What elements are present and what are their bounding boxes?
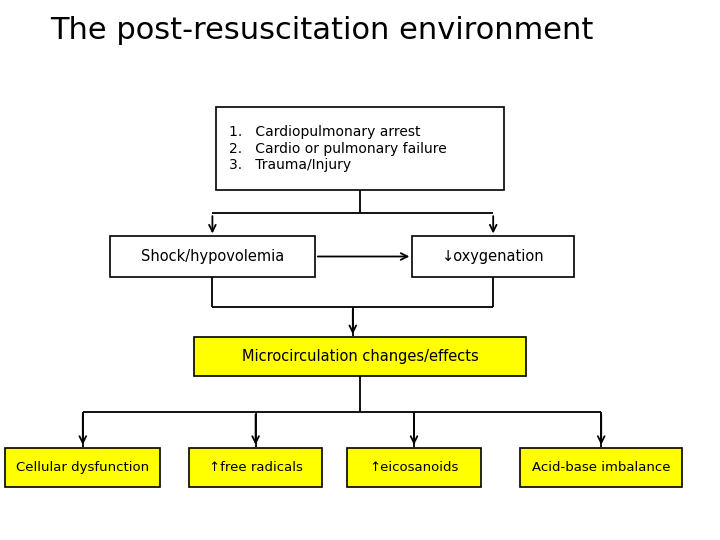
Text: Microcirculation changes/effects: Microcirculation changes/effects — [242, 349, 478, 364]
Text: 1.   Cardiopulmonary arrest
2.   Cardio or pulmonary failure
3.   Trauma/Injury: 1. Cardiopulmonary arrest 2. Cardio or p… — [229, 125, 446, 172]
Text: ↑eicosanoids: ↑eicosanoids — [369, 461, 459, 474]
FancyBboxPatch shape — [194, 337, 526, 376]
Text: Cellular dysfunction: Cellular dysfunction — [17, 461, 149, 474]
Text: ↑free radicals: ↑free radicals — [209, 461, 302, 474]
FancyBboxPatch shape — [347, 448, 481, 487]
Text: Acid-base imbalance: Acid-base imbalance — [532, 461, 670, 474]
Text: Shock/hypovolemia: Shock/hypovolemia — [141, 249, 284, 264]
FancyBboxPatch shape — [109, 237, 315, 276]
FancyBboxPatch shape — [6, 448, 160, 487]
FancyBboxPatch shape — [412, 237, 575, 276]
Text: ↓oxygenation: ↓oxygenation — [442, 249, 544, 264]
FancyBboxPatch shape — [216, 106, 504, 191]
Text: The post-resuscitation environment: The post-resuscitation environment — [50, 16, 594, 45]
FancyBboxPatch shape — [189, 448, 323, 487]
FancyBboxPatch shape — [520, 448, 682, 487]
